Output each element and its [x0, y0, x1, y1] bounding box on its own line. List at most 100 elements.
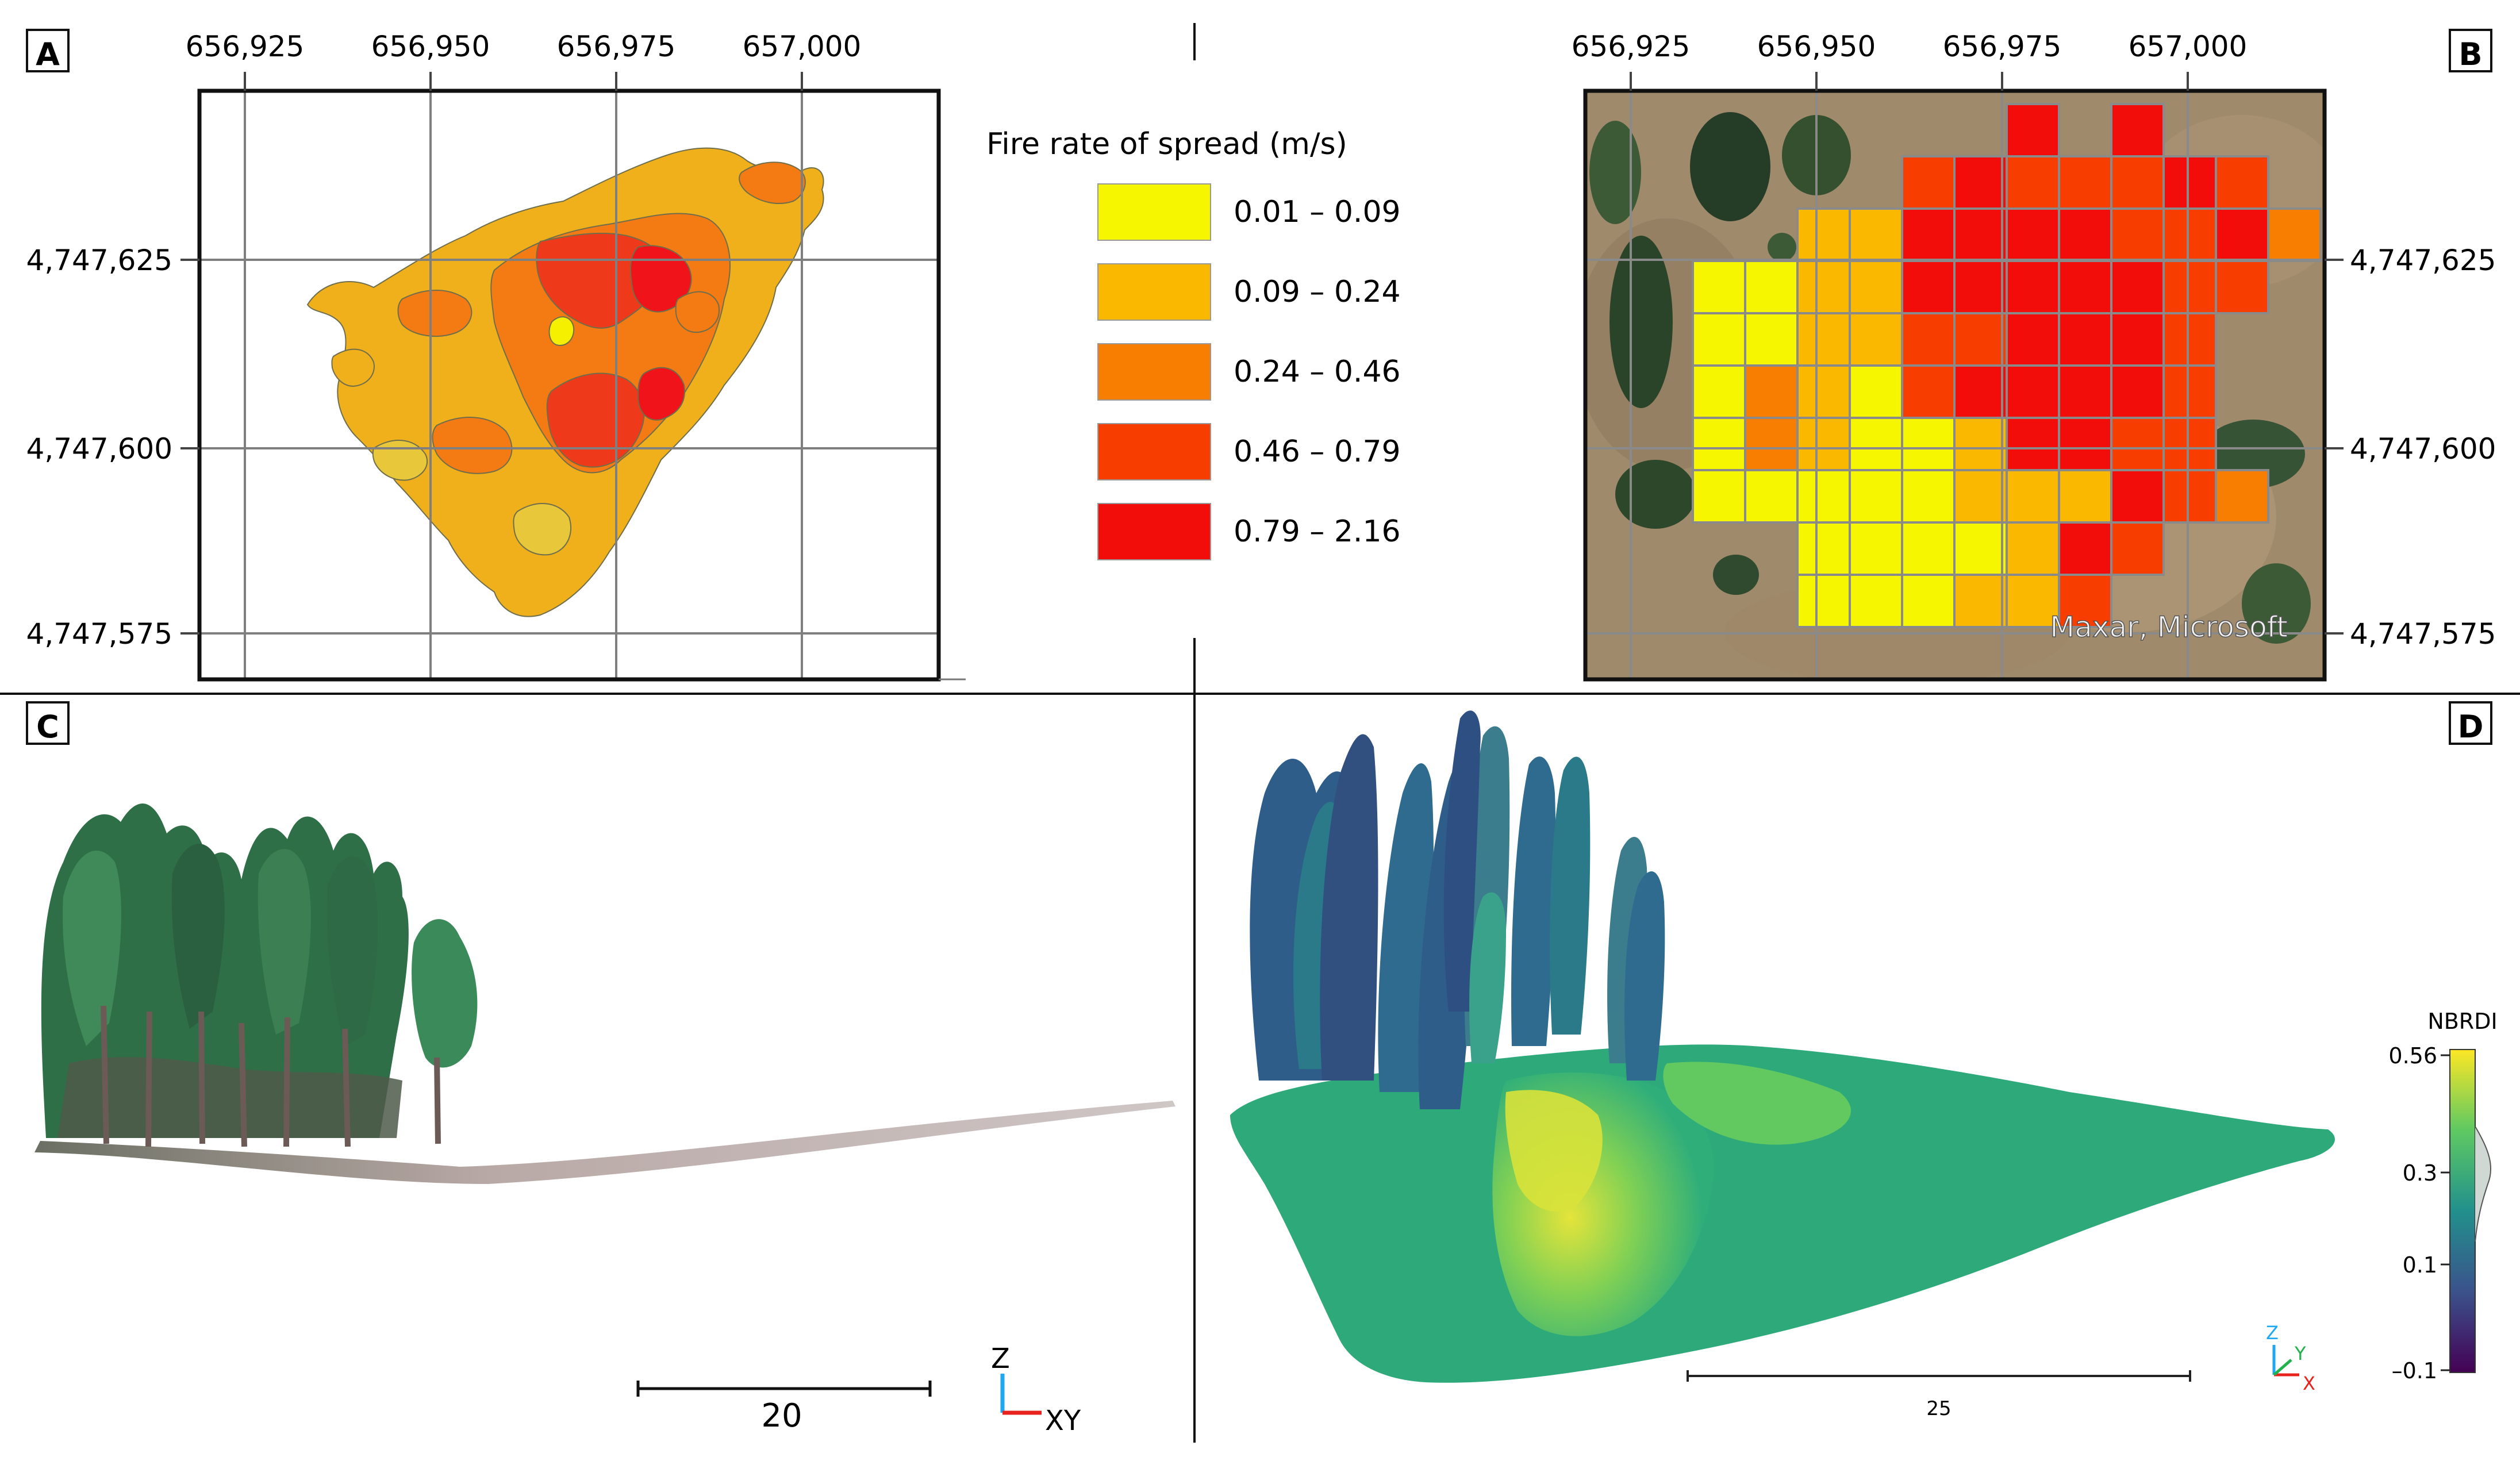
map-b-ticks [1630, 72, 2344, 635]
tree-trunks [101, 1005, 441, 1147]
panel-a-label: A [36, 36, 60, 72]
axis-z-label-d: Z [2266, 1322, 2279, 1344]
spread-rate-cell [2058, 207, 2112, 262]
scale-bar-c-label: 20 [761, 1397, 802, 1435]
spread-rate-cell [1901, 364, 1956, 419]
spread-rate-cell [1849, 207, 1903, 262]
map-a-ticks [180, 72, 803, 635]
colorbar-ticks [2441, 1054, 2450, 1371]
spread-rate-cell [2110, 417, 2165, 471]
easting-tick-label: 656,975 [1943, 30, 2062, 63]
panel-a-map: 656,925 656,950 656,975 657,000 4,747,62… [26, 30, 966, 682]
spread-rate-cell [2162, 260, 2217, 314]
panel-b-label: B [2458, 36, 2482, 72]
legend-label: 0.24 – 0.46 [1234, 355, 1401, 389]
nbrdi-tree-crowns [1250, 710, 1665, 1109]
easting-tick-label: 656,950 [1757, 30, 1876, 63]
fire-perimeter-polygons [306, 147, 824, 617]
spread-rate-cell [2110, 103, 2165, 157]
map-b-northing-labels: 4,747,625 4,747,600 4,747,575 [2350, 244, 2496, 651]
panel-b-map: Maxar, Microsoft 656,925 656,950 656,975… [1572, 30, 2496, 682]
spread-rate-cell [1849, 417, 1903, 471]
northing-tick-label: 4,747,600 [26, 432, 172, 466]
axis-triad-c: Z XY [991, 1343, 1081, 1437]
easting-tick-label: 656,925 [186, 30, 305, 63]
spread-rate-cell [2006, 364, 2060, 419]
easting-tick-label: 656,975 [557, 30, 676, 63]
panel-a: A [26, 29, 966, 682]
tree-crowns [41, 803, 478, 1138]
map-a-grid [199, 91, 939, 679]
colorbar-tick-label: 0.1 [2403, 1252, 2437, 1278]
spread-rate-cell [1692, 364, 1746, 419]
spread-rate-cell [2006, 155, 2060, 210]
spread-rate-cell [1953, 207, 2008, 262]
spread-rate-cell [1953, 155, 2008, 210]
spread-rate-cell [1901, 312, 1956, 367]
spread-rate-cell [2215, 207, 2269, 262]
spread-rate-cell [1692, 260, 1746, 314]
colorbar-tick-label: 0.3 [2403, 1160, 2437, 1186]
spread-rate-cell [2058, 155, 2112, 210]
spread-rate-cell [2058, 574, 2112, 628]
spread-rate-cell [2006, 312, 2060, 367]
spread-rate-cell [1744, 260, 1799, 314]
panel-d-label-box [2449, 701, 2492, 745]
spread-rate-cell [1692, 469, 1746, 524]
easting-tick-label: 656,950 [371, 30, 490, 63]
spread-rate-cell [2162, 312, 2217, 367]
map-a-northing-labels: 4,747,625 4,747,600 4,747,575 [26, 244, 172, 651]
spread-rate-cell [1796, 521, 1851, 576]
spread-rate-cell [2058, 469, 2112, 524]
spread-rate-cell [1849, 574, 1903, 628]
easting-tick-label: 656,925 [1572, 30, 1691, 63]
spread-rate-cell [2110, 260, 2165, 314]
spread-rate-cell [1796, 574, 1851, 628]
legend-swatch [1097, 183, 1211, 241]
spread-rate-cell [2162, 364, 2217, 419]
legend-swatch [1097, 343, 1211, 401]
northing-tick-label: 4,747,625 [2350, 244, 2496, 277]
spread-rate-cell [2058, 312, 2112, 367]
spread-rate-cell [1953, 260, 2008, 314]
spread-rate-cell [1849, 364, 1903, 419]
legend-label: 0.09 – 0.24 [1234, 275, 1401, 309]
spread-rate-cell [2006, 521, 2060, 576]
axis-x-label-d: X [2303, 1373, 2315, 1394]
spread-rate-cell [2058, 364, 2112, 419]
spread-rate-cell [2110, 312, 2165, 367]
spread-rate-cell [2058, 260, 2112, 314]
spread-rate-cell [2110, 364, 2165, 419]
scale-bar-d [1687, 1370, 2191, 1382]
spread-rate-cell [1901, 521, 1956, 576]
rgb-point-cloud [34, 803, 1176, 1184]
map-b-grid [1585, 91, 2325, 679]
panel-b: B [1572, 29, 2496, 682]
spread-rate-cell [1953, 469, 2008, 524]
nbrdi-point-cloud [1230, 710, 2335, 1383]
spread-rate-cell [2162, 155, 2217, 210]
scale-bar-d-label: 25 [1926, 1397, 1951, 1420]
spread-rate-cell [1953, 521, 2008, 576]
spread-rate-cell [1953, 574, 2008, 628]
spread-rate-cell [2006, 260, 2060, 314]
colorbar-tick-label: 0.56 [2388, 1043, 2437, 1068]
spread-rate-grid [1692, 103, 2322, 628]
spread-rate-cell [2006, 469, 2060, 524]
spread-rate-cell [1796, 207, 1851, 262]
spread-rate-cell [1901, 155, 1956, 210]
map-a-easting-labels: 656,925 656,950 656,975 657,000 [186, 30, 862, 63]
northing-tick-label: 4,747,575 [2350, 617, 2496, 651]
spread-rate-cell [1953, 312, 2008, 367]
panel-a-label-box [26, 29, 70, 72]
axis-triad-d: Z Y X [2266, 1322, 2315, 1394]
spread-rate-cell [1901, 260, 1956, 314]
spread-rate-cell [2058, 417, 2112, 471]
axis-xy-label: XY [1045, 1405, 1081, 1437]
legend-swatch [1097, 503, 1211, 560]
map-b-easting-labels: 656,925 656,950 656,975 657,000 [1572, 30, 2248, 63]
spread-rate-cell [1744, 364, 1799, 419]
northing-tick-label: 4,747,625 [26, 244, 172, 277]
spread-rate-cell [1901, 574, 1956, 628]
panel-b-label-box [2449, 29, 2492, 72]
